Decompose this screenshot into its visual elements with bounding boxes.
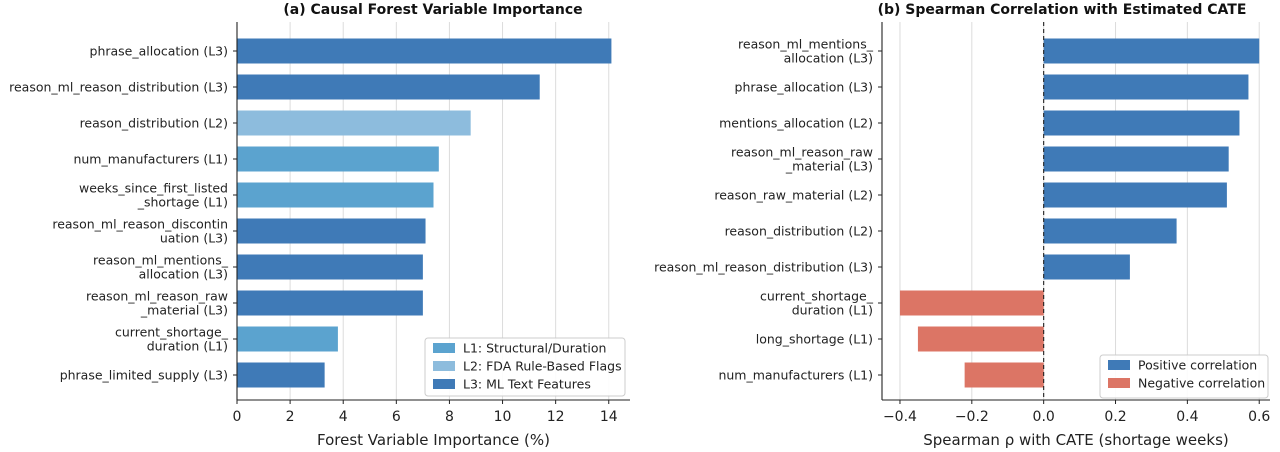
bar: [237, 362, 325, 388]
bar: [1043, 218, 1177, 244]
y-tick-label: num_manufacturers (L1): [718, 368, 873, 383]
legend-label: L1: Structural/Duration: [463, 341, 606, 356]
legend-label: Positive correlation: [1138, 358, 1257, 373]
y-tick-label: reason_distribution (L2): [80, 116, 228, 131]
y-tick-label: current_shortage_: [760, 289, 874, 304]
panel-a: phrase_allocation (L3) reason_ml_reason_d…: [9, 2, 630, 449]
y-tick-label: reason_raw_material (L2): [714, 188, 873, 203]
y-tick-label: reason_ml_reason_raw: [731, 145, 873, 160]
y-tick-label: reason_ml_reason_distribution (L3): [654, 260, 873, 275]
x-tick-label: −0.4: [883, 409, 917, 425]
x-tick-label: 4: [339, 409, 348, 425]
chart-title: (b) Spearman Correlation with Estimated …: [878, 2, 1247, 18]
y-tick-label: reason_ml_mentions_: [93, 253, 229, 268]
bar: [1043, 182, 1227, 208]
x-tick-label: 12: [547, 409, 565, 425]
bar: [1043, 146, 1229, 172]
y-tick-label: duration (L1): [792, 303, 873, 318]
bar: [237, 218, 426, 244]
y-tick-label: reason_ml_reason_discontin: [52, 217, 228, 232]
legend: L1: Structural/Duration L2: FDA Rule-Base…: [424, 337, 626, 397]
x-tick-label: 0.2: [1104, 409, 1126, 425]
bar: [1043, 110, 1240, 136]
bar: [237, 146, 439, 172]
bar: [1043, 74, 1249, 100]
panel-b: reason_ml_mentions_allocation (L3) phrase…: [654, 2, 1270, 449]
x-tick-label: 8: [445, 409, 454, 425]
x-tick-label: 0.6: [1248, 409, 1270, 425]
legend-label: Negative correlation: [1138, 376, 1265, 391]
bar: [1043, 38, 1260, 64]
legend-label: L3: ML Text Features: [463, 377, 591, 392]
x-axis-label: Forest Variable Importance (%): [317, 431, 550, 449]
x-axis-label: Spearman ρ with CATE (shortage weeks): [923, 431, 1229, 449]
y-tick-label: _shortage (L1): [137, 195, 228, 210]
x-tick-label: 10: [494, 409, 512, 425]
bar: [237, 110, 471, 136]
y-tick-label: phrase_allocation (L3): [90, 44, 228, 59]
y-tick-label: uation (L3): [160, 231, 228, 246]
legend-frame: [1099, 354, 1269, 399]
y-tick-label: weeks_since_first_listed: [79, 181, 228, 196]
bar: [917, 326, 1044, 352]
x-tick-label: 14: [600, 409, 618, 425]
legend-label: L2: FDA Rule-Based Flags: [463, 359, 622, 374]
bar: [237, 38, 612, 64]
y-tick-label: _material (L3): [140, 303, 228, 318]
legend-swatch: [1108, 378, 1130, 388]
y-tick-label: allocation (L3): [784, 51, 873, 66]
y-tick-label: reason_ml_reason_raw: [86, 289, 228, 304]
x-tick-label: 6: [392, 409, 401, 425]
y-tick-label: long_shortage (L1): [756, 332, 873, 347]
y-tick-label: reason_distribution (L2): [725, 224, 873, 239]
bar: [964, 362, 1044, 388]
legend-swatch: [433, 379, 455, 389]
y-tick-label: mentions_allocation (L2): [719, 116, 873, 131]
x-tick-label: −0.2: [955, 409, 989, 425]
x-tick-label: 2: [286, 409, 295, 425]
chart-title: (a) Causal Forest Variable Importance: [283, 2, 582, 18]
y-tick-label: duration (L1): [147, 339, 228, 354]
bar: [237, 74, 540, 100]
legend-swatch: [433, 361, 455, 371]
y-tick-label: reason_ml_mentions_: [738, 37, 874, 52]
legend-swatch: [1108, 360, 1130, 370]
y-tick-label: num_manufacturers (L1): [73, 152, 228, 167]
y-tick-label: phrase_allocation (L3): [735, 80, 873, 95]
y-tick-label: reason_ml_reason_distribution (L3): [9, 80, 228, 95]
y-tick-label: allocation (L3): [139, 267, 228, 282]
legend: Positive correlation Negative correlation: [1099, 354, 1269, 399]
bar: [237, 182, 434, 208]
x-tick-label: 0.4: [1176, 409, 1198, 425]
y-tick-label: phrase_limited_supply (L3): [60, 368, 228, 383]
x-tick-label: 0.0: [1033, 409, 1055, 425]
bar: [899, 290, 1044, 316]
legend-swatch: [433, 343, 455, 353]
bar: [1043, 254, 1130, 280]
bar: [237, 254, 423, 280]
y-tick-label: _material (L3): [785, 159, 873, 174]
bar: [237, 290, 423, 316]
bar: [237, 326, 338, 352]
x-tick-label: 0: [233, 409, 242, 425]
y-tick-label: current_shortage_: [115, 325, 229, 340]
legend-frame: [424, 337, 626, 397]
